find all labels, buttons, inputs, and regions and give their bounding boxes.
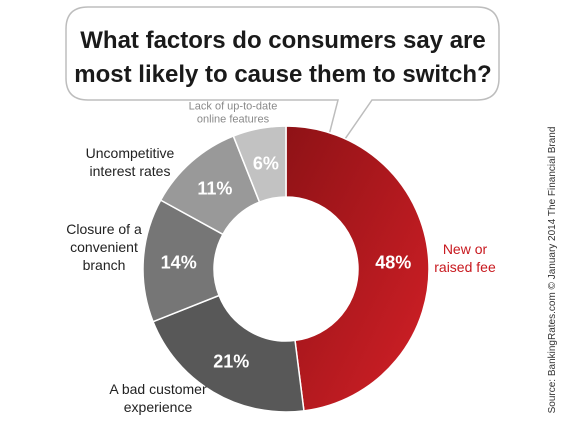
category-label-line: Lack of up-to-date [189, 101, 278, 113]
source-credit: Source: BankingRates.com © January 2014 … [547, 127, 558, 414]
chart-title-line-2: most likely to cause them to switch? [74, 61, 491, 88]
value-label-closure-of-a-convenient-branch: 14% [161, 252, 197, 272]
slice-a-bad-customer-experience [152, 294, 305, 413]
category-label-lack-of-up-to-date-online-features: Lack of up-to-date online features [189, 101, 278, 126]
donut-slices [142, 125, 430, 413]
value-label-lack-of-up-to-date-online-features: 6% [253, 153, 279, 173]
category-label-line: convenient [70, 239, 138, 255]
value-label-a-bad-customer-experience: 21% [213, 352, 249, 372]
category-label-line: interest rates [90, 163, 171, 179]
category-label-line: online features [197, 114, 270, 126]
category-label-new-or-raised-fee: New or raised fee [434, 241, 496, 275]
category-label-line: A bad customer [109, 381, 207, 397]
category-label-line: Closure of a [66, 221, 142, 237]
category-label-line: raised fee [434, 259, 496, 275]
value-label-new-or-raised-fee: 48% [375, 252, 411, 272]
category-label-closure-of-a-convenient-branch: Closure of a convenient branch [66, 221, 142, 273]
category-label-line: Uncompetitive [86, 145, 175, 161]
category-label-a-bad-customer-experience: A bad customer experience [109, 381, 207, 415]
category-label-uncompetitive-interest-rates: Uncompetitive interest rates [86, 145, 175, 179]
value-label-uncompetitive-interest-rates: 11% [197, 178, 232, 198]
category-label-line: branch [83, 257, 126, 273]
slice-lack-of-up-to-date-online-features [232, 125, 287, 204]
category-labels: New or raised fee A bad customer experience… [66, 101, 496, 416]
slice-new-or-raised-fee [285, 125, 430, 412]
category-label-line: New or [443, 241, 488, 257]
category-label-line: experience [124, 399, 193, 415]
donut-value-labels: 48% 21% 14% 11% 6% [161, 153, 412, 371]
chart-title-line-1: What factors do consumers say are [80, 27, 485, 54]
